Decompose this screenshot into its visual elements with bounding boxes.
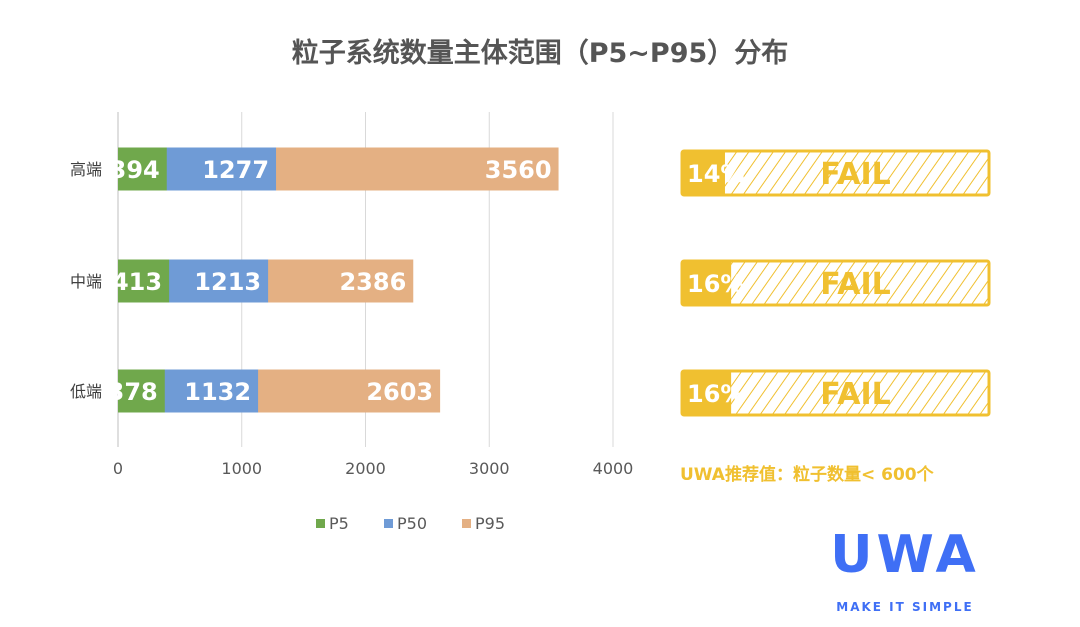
legend-label: P50	[397, 514, 427, 533]
legend-label: P95	[475, 514, 505, 533]
gauge-status: FAIL	[820, 267, 891, 302]
gauge: 16% FAIL	[680, 369, 991, 417]
x-tick-label: 3000	[469, 459, 510, 478]
bar-p5	[118, 369, 165, 413]
gauge: 14% FAIL	[680, 149, 991, 197]
gauge-status: FAIL	[820, 377, 891, 412]
category-label: 高端	[70, 160, 102, 179]
legend-swatch	[462, 519, 471, 528]
bar-p5	[118, 259, 170, 303]
data-label: 1213	[194, 268, 261, 296]
data-label: 413	[112, 268, 162, 296]
gauge-fill	[682, 261, 732, 305]
legend-swatch	[384, 519, 393, 528]
gauge-percent: 16%	[687, 270, 744, 298]
logo-tagline: MAKE IT SIMPLE	[836, 600, 973, 614]
data-label: 394	[110, 156, 160, 184]
gauge: 16% FAIL	[680, 259, 991, 307]
data-label: 1277	[202, 156, 269, 184]
gauge-fill	[682, 151, 725, 195]
legend-label: P5	[329, 514, 349, 533]
gauge-fill	[682, 371, 732, 415]
data-label: 378	[108, 378, 158, 406]
data-label: 1132	[184, 378, 251, 406]
gauge-status: FAIL	[820, 157, 891, 192]
data-label: 3560	[485, 156, 552, 184]
uwa-logo: UWA MAKE IT SIMPLE	[830, 525, 980, 614]
category-label: 低端	[70, 382, 102, 401]
bar-p5	[118, 147, 167, 191]
legend-swatch	[316, 519, 325, 528]
data-label: 2386	[339, 268, 406, 296]
x-tick-label: 4000	[593, 459, 634, 478]
chart-title: 粒子系统数量主体范围（P5~P95）分布	[292, 37, 789, 69]
x-tick-label: 2000	[345, 459, 386, 478]
category-label: 中端	[70, 272, 102, 291]
data-label: 2603	[366, 378, 433, 406]
logo-text: UWA	[830, 525, 980, 585]
gauge-percent: 14%	[687, 160, 744, 188]
recommendation-text: UWA推荐值：粒子数量< 600个	[680, 464, 935, 485]
x-tick-label: 1000	[221, 459, 262, 478]
gauge-percent: 16%	[687, 380, 744, 408]
x-tick-label: 0	[113, 459, 123, 478]
